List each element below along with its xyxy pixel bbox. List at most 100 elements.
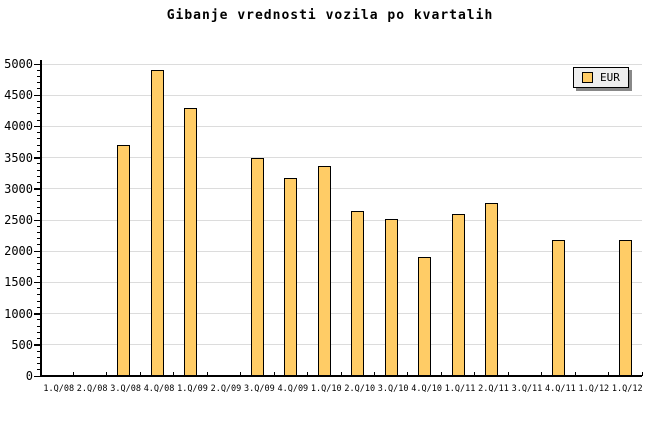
y-axis-minor-tick [36, 256, 40, 258]
y-axis-minor-tick [36, 82, 40, 84]
x-axis-tick-label: 4.Q/11 [545, 384, 576, 394]
y-axis-major-tick [34, 219, 40, 221]
legend-label: EUR [600, 71, 620, 84]
x-axis-tick-label: 3.Q/08 [110, 384, 141, 394]
x-axis-tick [206, 372, 208, 376]
x-axis-tick-label: 2.Q/09 [210, 384, 242, 394]
x-axis-tick [240, 372, 242, 376]
x-axis-tick [541, 372, 543, 376]
x-axis-tick [173, 372, 175, 376]
y-axis-minor-tick [36, 325, 40, 327]
y-axis-minor-tick [36, 350, 40, 352]
x-axis-tick [641, 372, 643, 376]
y-axis-tick-label: 2000 [4, 244, 33, 259]
x-axis-tick [273, 372, 275, 376]
bar-4.Q/10-EUR [418, 257, 432, 376]
y-axis-minor-tick [36, 275, 40, 277]
y-axis-minor-tick [36, 200, 40, 202]
legend: EUR [573, 67, 629, 88]
y-axis-minor-tick [36, 213, 40, 215]
y-axis-minor-tick [36, 300, 40, 302]
x-axis-tick [574, 372, 576, 376]
bar-2.Q/10-EUR [351, 210, 365, 376]
y-axis-tick-label: 4500 [4, 88, 33, 103]
y-axis-minor-tick [36, 75, 40, 77]
y-axis-tick-label: 4000 [4, 119, 33, 134]
y-axis-minor-tick [36, 107, 40, 109]
y-axis-minor-tick [36, 363, 40, 365]
bar-4.Q/09-EUR [284, 178, 298, 376]
y-axis-minor-tick [36, 225, 40, 227]
y-axis-tick-label: 0 [25, 369, 33, 383]
bar-1.Q/09-EUR [184, 107, 197, 376]
y-axis-minor-tick [36, 182, 40, 184]
x-axis-tick-label: 1.Q/08 [43, 384, 75, 394]
bar-1.Q/11-EUR [451, 214, 465, 376]
gridline [41, 344, 642, 346]
y-axis-minor-tick [36, 338, 40, 340]
bar-3.Q/10-EUR [384, 219, 398, 376]
y-axis-major-tick [34, 63, 40, 65]
gridline [41, 313, 642, 315]
x-axis-tick [440, 372, 442, 376]
gridline [41, 125, 642, 127]
bar-4.Q/08-EUR [150, 70, 164, 376]
x-axis-tick-label: 1.Q/12 [578, 384, 610, 394]
y-axis-minor-tick [36, 331, 40, 333]
bar-2.Q/11-EUR [485, 202, 498, 376]
x-axis-tick [340, 372, 342, 376]
x-axis [40, 375, 642, 377]
y-axis-minor-tick [36, 144, 40, 146]
y-axis-tick-label: 1000 [4, 306, 33, 321]
y-axis-minor-tick [36, 231, 40, 233]
y-axis-minor-tick [36, 194, 40, 196]
y-axis-minor-tick [36, 119, 40, 121]
y-axis-minor-tick [36, 132, 40, 134]
gridline [41, 281, 642, 283]
bar-1.Q/12-EUR [618, 239, 632, 376]
y-axis-minor-tick [36, 356, 40, 358]
x-axis-tick [474, 372, 476, 376]
y-axis-major-tick [34, 157, 40, 159]
y-axis-minor-tick [36, 100, 40, 102]
y-axis-major-tick [34, 313, 40, 315]
x-axis-tick-label: 3.Q/10 [377, 384, 409, 394]
bar-4.Q/11-EUR [551, 239, 565, 376]
y-axis-major-tick [34, 125, 40, 128]
x-axis-tick [106, 372, 108, 376]
x-axis-tick-label: 1.Q/12 [611, 384, 643, 394]
x-axis-tick-label: 2.Q/08 [76, 384, 108, 394]
chart-title: Gibanje vrednosti vozila po kvartalih [166, 8, 494, 23]
y-axis-minor-tick [36, 88, 40, 90]
y-axis-minor-tick [36, 369, 40, 371]
gridline [41, 250, 642, 252]
y-axis-major-tick [34, 281, 40, 284]
x-axis-tick-label: 2.Q/10 [344, 384, 376, 394]
x-axis-tick-label: 3.Q/09 [244, 384, 275, 394]
y-axis-minor-tick [36, 294, 40, 296]
x-axis-tick-label: 2.Q/11 [478, 384, 509, 394]
y-axis-tick-label: 500 [11, 337, 33, 352]
y-axis-minor-tick [36, 69, 40, 71]
y-axis-tick-label: 3500 [4, 150, 33, 165]
x-axis-tick [407, 372, 409, 376]
x-axis-tick-label: 3.Q/11 [511, 384, 543, 394]
y-axis-major-tick [34, 188, 40, 190]
y-axis-tick-label: 2500 [4, 213, 33, 227]
gridline [41, 188, 642, 190]
x-axis-tick [72, 372, 74, 376]
y-axis-tick-label: 3000 [4, 181, 33, 196]
y-axis-major-tick [34, 250, 40, 253]
y-axis-minor-tick [36, 269, 40, 271]
y-axis-major-tick [34, 94, 40, 97]
y-axis [40, 60, 42, 377]
y-axis-minor-tick [36, 244, 40, 246]
y-axis-major-tick [34, 344, 40, 346]
x-axis-tick [307, 372, 309, 376]
x-axis-tick [139, 372, 141, 376]
gridline [41, 219, 642, 221]
gridline [41, 94, 642, 96]
x-axis-tick-label: 1.Q/11 [444, 384, 476, 394]
x-axis-tick [507, 372, 509, 376]
